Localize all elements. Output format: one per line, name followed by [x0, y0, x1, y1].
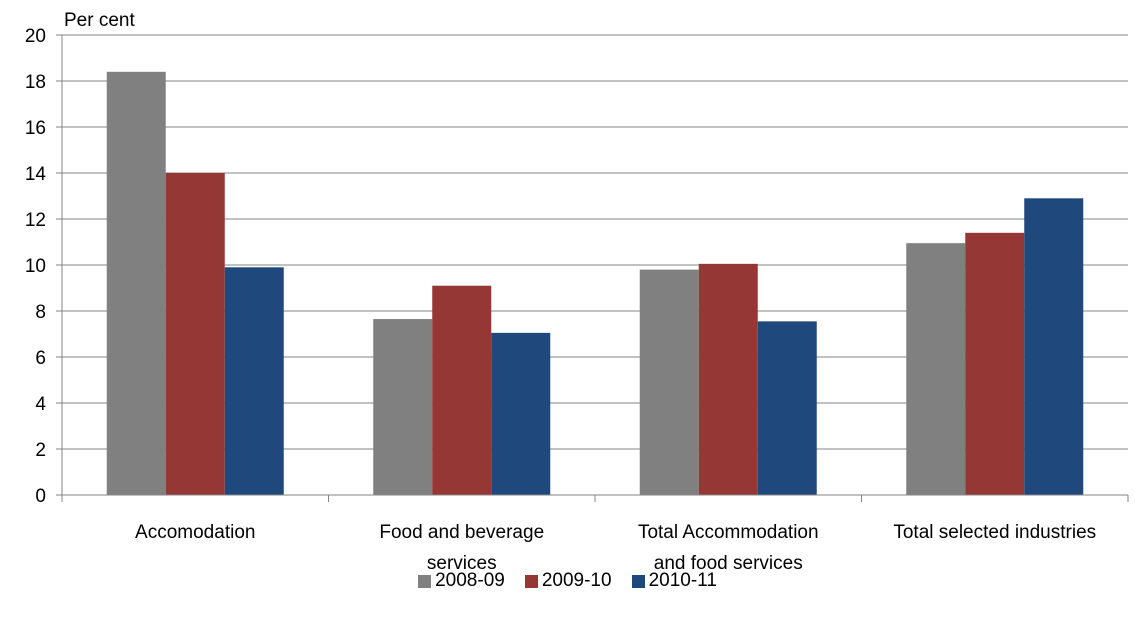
bar-2008-09-1	[373, 319, 433, 495]
category-label: services	[427, 553, 497, 574]
legend: 2008-09 2009-10 2010-11	[0, 570, 1135, 592]
category-label: Accomodation	[135, 522, 255, 543]
bars	[106, 71, 1084, 496]
y-tick-label: 10	[25, 256, 46, 277]
bar-2009-10-1	[432, 285, 492, 495]
bar-2008-09-3	[906, 243, 966, 495]
legend-item: 2009-10	[524, 570, 612, 592]
legend-item: 2008-09	[418, 570, 505, 592]
bar-2010-11-1	[491, 332, 551, 495]
y-tick-label: 6	[35, 348, 46, 369]
bar-2010-11-2	[757, 321, 817, 495]
y-tick-label: 18	[25, 72, 46, 93]
legend-label: 2008-09	[435, 570, 505, 591]
bar-2008-09-0	[106, 71, 166, 496]
y-tick-label: 4	[35, 394, 46, 415]
legend-swatch	[631, 574, 645, 588]
legend-item: 2010-11	[631, 570, 717, 592]
bar-2008-09-2	[639, 269, 699, 495]
bar-2009-10-2	[698, 263, 758, 495]
legend-label: 2010-11	[648, 570, 717, 591]
bar-2010-11-3	[1024, 198, 1084, 496]
legend-swatch	[524, 574, 538, 588]
y-tick-label: 8	[35, 302, 46, 323]
legend-swatch	[418, 574, 432, 588]
category-label: Total selected industries	[893, 522, 1096, 543]
legend-label: 2009-10	[541, 570, 612, 591]
y-tick-labels: 0 2 4 6 8 10 12 14 16 18 20	[25, 26, 47, 507]
category-labels: Accomodation Food and beverage services Tot…	[135, 522, 1096, 574]
y-tick-label: 12	[25, 210, 46, 231]
y-tick-label: 16	[25, 118, 46, 139]
y-tick-label: 14	[25, 164, 47, 185]
y-tick-label: 0	[35, 486, 46, 507]
category-label: Food and beverage	[379, 522, 544, 543]
y-axis-label: Per cent	[64, 10, 135, 31]
category-label: Total Accommodation	[638, 522, 819, 543]
category-label: and food services	[654, 553, 803, 574]
bar-2010-11-0	[224, 267, 284, 495]
y-tick-label: 20	[25, 26, 46, 47]
y-tick-label: 2	[35, 440, 46, 461]
axes	[56, 34, 1129, 502]
bar-2009-10-3	[965, 232, 1025, 496]
bar-2009-10-0	[165, 173, 225, 495]
